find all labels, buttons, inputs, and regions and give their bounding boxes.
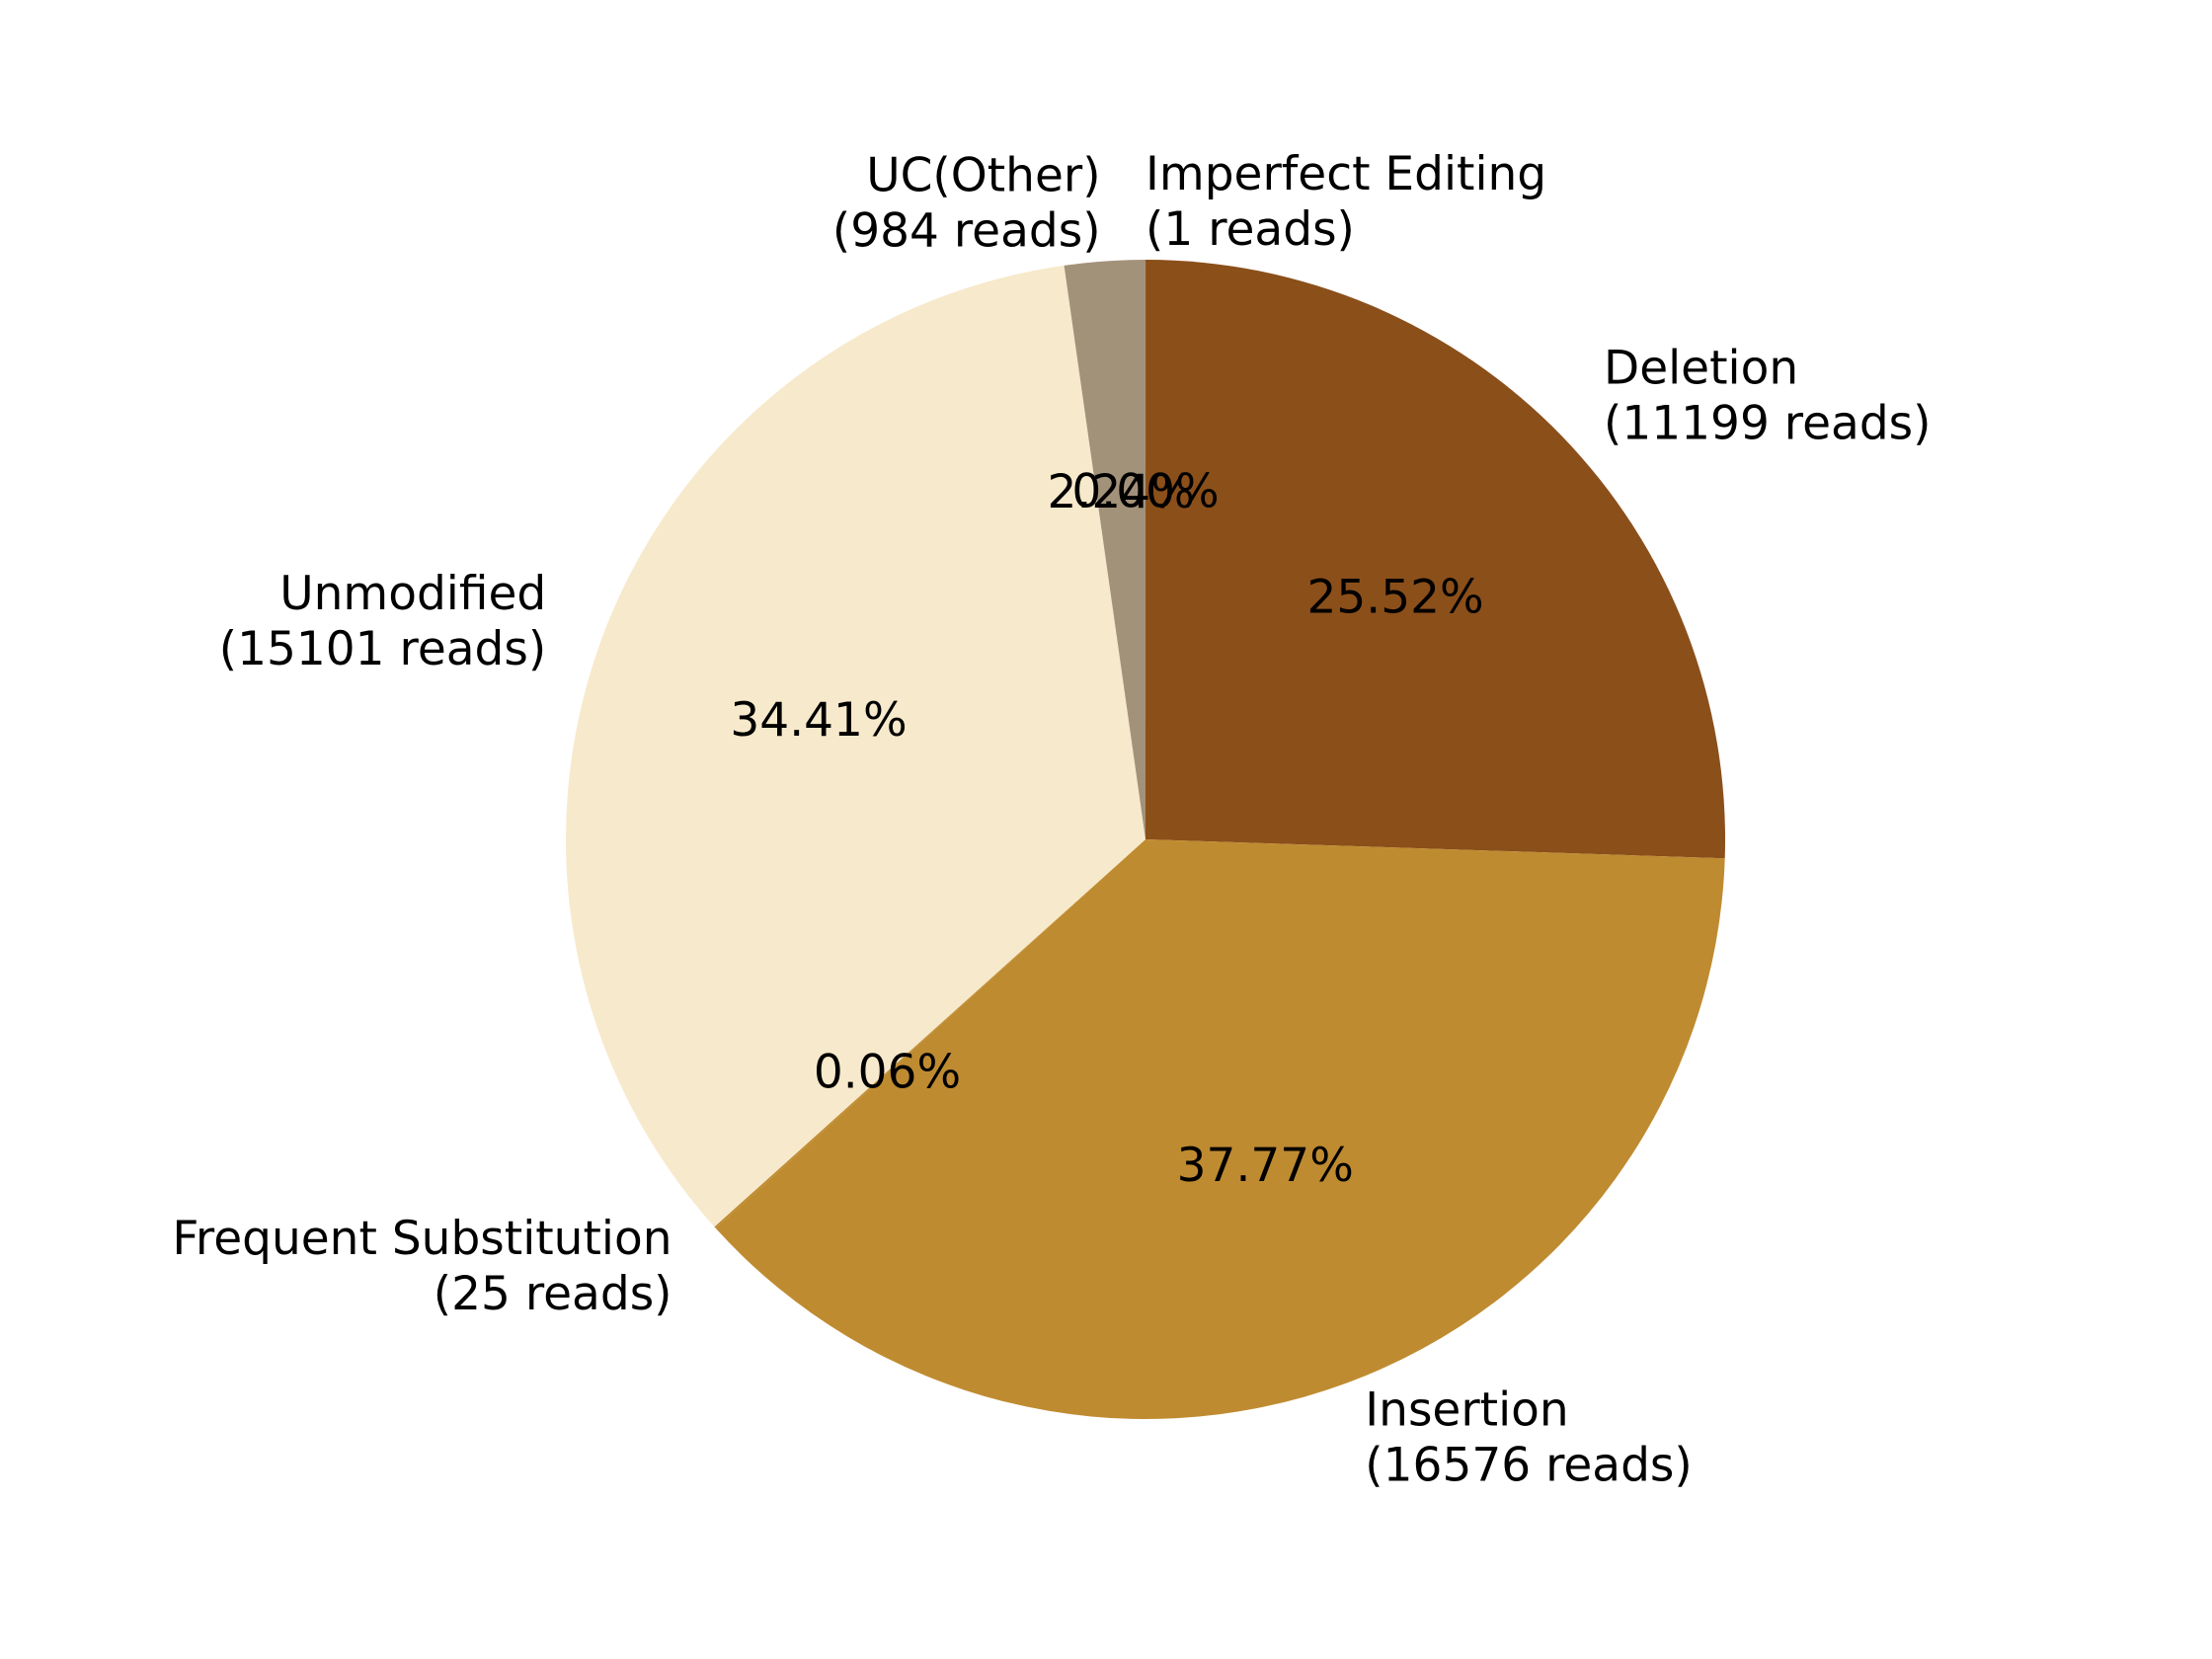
category-name-unmodified: Unmodified xyxy=(279,567,546,621)
category-name-deletion: Deletion xyxy=(1604,341,1798,395)
percent-label-uc-other: 2.24% xyxy=(1048,465,1195,519)
category-label-unmodified: Unmodified (15101 reads) xyxy=(219,567,546,676)
percent-labels: 0.00% 25.52% 37.77% 0.06% 34.41% 2.24% xyxy=(730,464,1483,1193)
pie-slice-unmodified xyxy=(566,265,1146,1227)
category-reads-deletion: (11199 reads) xyxy=(1604,396,1931,450)
category-label-imperfect-editing: Imperfect Editing (1 reads) xyxy=(1146,147,1546,257)
category-name-imperfect-editing: Imperfect Editing xyxy=(1146,147,1546,201)
pie-slice-deletion xyxy=(1146,260,1726,859)
category-label-insertion: Insertion (16576 reads) xyxy=(1365,1383,1692,1493)
pie-slice-uc-other xyxy=(1064,260,1146,839)
category-reads-imperfect-editing: (1 reads) xyxy=(1146,202,1355,257)
category-name-uc-other: UC(Other) xyxy=(866,148,1100,202)
category-label-frequent-substitution: Frequent Substitution (25 reads) xyxy=(172,1212,672,1321)
pie-slice-frequent-substitution xyxy=(714,839,1146,1228)
category-name-frequent-substitution: Frequent Substitution xyxy=(172,1212,672,1266)
percent-label-deletion: 25.52% xyxy=(1306,571,1483,625)
category-labels: Imperfect Editing (1 reads) Deletion (11199… xyxy=(172,147,1931,1493)
percent-label-insertion: 37.77% xyxy=(1177,1139,1354,1193)
category-reads-insertion: (16576 reads) xyxy=(1365,1439,1692,1493)
percent-label-unmodified: 34.41% xyxy=(730,693,907,748)
category-label-deletion: Deletion (11199 reads) xyxy=(1604,341,1931,450)
percent-label-imperfect-editing: 0.00% xyxy=(1071,464,1219,518)
category-reads-uc-other: (984 reads) xyxy=(832,203,1101,258)
category-reads-frequent-substitution: (25 reads) xyxy=(434,1267,672,1321)
category-reads-unmodified: (15101 reads) xyxy=(219,622,546,676)
pie-slice-insertion xyxy=(715,839,1725,1420)
category-label-uc-other: UC(Other) (984 reads) xyxy=(832,148,1101,258)
category-name-insertion: Insertion xyxy=(1365,1383,1568,1438)
pie-slices xyxy=(566,260,1726,1420)
percent-label-frequent-substitution: 0.06% xyxy=(814,1045,961,1099)
